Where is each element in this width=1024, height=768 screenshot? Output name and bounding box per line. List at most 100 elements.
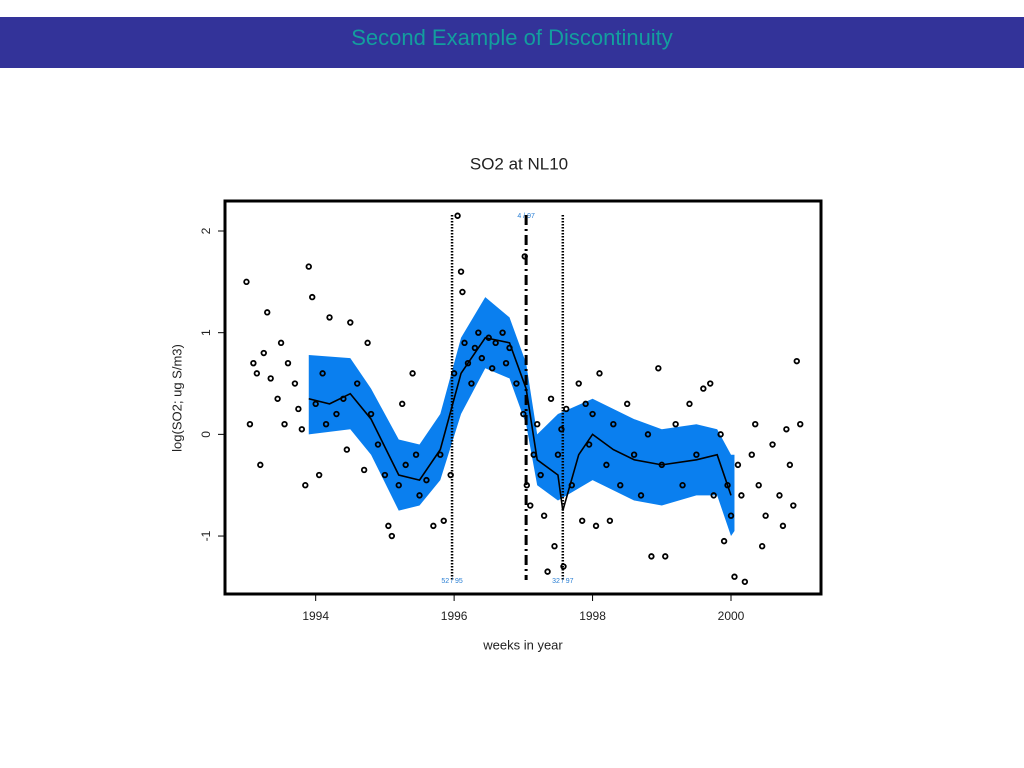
data-point [416, 492, 423, 499]
data-point [319, 370, 326, 377]
break-label: 4 / 97 [517, 213, 535, 220]
data-point [243, 278, 250, 286]
data-point [560, 563, 567, 570]
data-point [655, 365, 662, 372]
data-point [402, 461, 409, 469]
x-tick-label: 2000 [718, 609, 745, 623]
data-point [360, 466, 368, 474]
x-axis-label: weeks in year [482, 637, 563, 652]
data-point [274, 395, 281, 402]
fit-line [308, 336, 732, 511]
data-point [395, 482, 402, 489]
confidence-band [308, 297, 735, 537]
data-point [769, 441, 776, 448]
plot-frame [223, 199, 823, 596]
data-point [354, 380, 361, 387]
data-point [385, 522, 392, 530]
data-point [257, 461, 264, 469]
data-point [700, 385, 707, 392]
data-point [575, 380, 582, 387]
data-point [603, 461, 610, 469]
data-point [752, 420, 759, 428]
data-point [544, 568, 551, 575]
data-point [582, 400, 589, 408]
data-point [312, 400, 319, 408]
data-point [367, 410, 375, 418]
data-point [755, 482, 762, 489]
data-point [298, 426, 306, 433]
data-point [364, 339, 371, 347]
data-point [710, 492, 717, 499]
data-point [326, 314, 333, 321]
x-tick-label: 1998 [579, 609, 606, 623]
data-point [648, 553, 655, 560]
data-point [322, 420, 330, 428]
data-point [693, 451, 700, 458]
data-point [264, 309, 271, 316]
data-point [741, 578, 749, 585]
data-point [592, 522, 600, 530]
data-point [513, 380, 520, 387]
header-bar [0, 17, 1024, 68]
data-point [343, 446, 351, 453]
data-point [475, 329, 482, 336]
data-point [537, 471, 544, 479]
data-point [250, 359, 257, 367]
data-point [246, 420, 254, 428]
data-point [554, 451, 562, 458]
data-point [520, 410, 527, 418]
data-point [589, 410, 596, 418]
data-point [399, 400, 406, 408]
data-point [717, 431, 724, 438]
data-point [617, 482, 624, 489]
data-point [295, 405, 302, 413]
data-point [551, 543, 558, 550]
data-point [762, 512, 769, 519]
y-tick-label: 0 [199, 431, 213, 438]
data-point [315, 471, 323, 479]
data-point [644, 431, 652, 438]
data-point [533, 420, 541, 428]
y-tick-label: 1 [199, 329, 213, 336]
break-label: 52 / 95 [441, 578, 463, 585]
slide-title: Second Example of Discontinuity [351, 25, 673, 50]
data-point [457, 268, 465, 275]
data-point [471, 344, 479, 352]
data-point [793, 357, 800, 365]
data-point [637, 492, 645, 499]
data-point [521, 253, 528, 260]
data-point [731, 573, 738, 580]
data-point [291, 380, 299, 387]
data-point [797, 420, 804, 428]
data-point [468, 380, 475, 387]
data-point [783, 426, 790, 433]
data-point [578, 517, 586, 524]
data-point [464, 359, 472, 367]
y-tick-label: -1 [199, 530, 213, 541]
data-point [423, 476, 430, 484]
data-point [790, 502, 797, 509]
data-point [284, 359, 292, 367]
data-point [450, 370, 458, 377]
data-point [281, 420, 288, 428]
data-point [488, 365, 496, 372]
data-point [454, 212, 461, 219]
data-point [430, 522, 437, 530]
data-point [558, 426, 565, 433]
data-point [786, 461, 794, 469]
data-point [523, 482, 531, 489]
x-tick-label: 1996 [441, 609, 468, 623]
data-point [309, 293, 316, 301]
data-point [478, 354, 486, 362]
data-point [686, 400, 693, 408]
break-label: 32 / 97 [552, 578, 574, 585]
data-point [347, 319, 354, 326]
data-point [437, 451, 444, 458]
data-point [758, 543, 766, 550]
data-point [720, 537, 728, 545]
data-point [623, 400, 631, 408]
y-axis-label: log(SO2; ug S/m3) [169, 344, 184, 452]
data-point [748, 451, 755, 458]
x-tick-label: 1994 [302, 609, 329, 623]
data-point [412, 451, 420, 458]
